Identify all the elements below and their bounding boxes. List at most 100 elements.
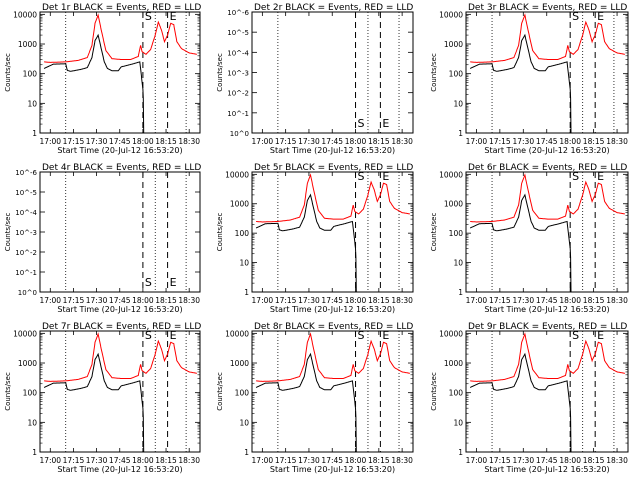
x-axis-label: Start Time (20-Jul-12 16:53:20) <box>270 146 395 155</box>
events-series-line <box>469 33 572 134</box>
start-marker-label: S <box>358 170 365 183</box>
plot-frame <box>465 171 629 293</box>
y-axis-label: Counts/sec <box>216 53 224 92</box>
x-tick-label: 17:45 <box>536 137 558 146</box>
x-tick-label: 18:00 <box>345 456 367 465</box>
panel-title: Det 3r BLACK = Events, RED = LLD <box>468 3 627 13</box>
x-tick-label: 17:30 <box>298 137 320 146</box>
y-tick-label: 10^-5 <box>227 29 249 37</box>
start-marker-label: S <box>145 10 152 23</box>
y-tick-label: 1000 <box>230 359 249 368</box>
x-axis-label: Start Time (20-Jul-12 16:53:20) <box>270 465 395 474</box>
panel-title: Det 1r BLACK = Events, RED = LLD <box>42 3 201 13</box>
y-tick-label: 10^-4 <box>227 49 249 57</box>
y-tick-label: 100 <box>235 389 250 398</box>
x-tick-label: 18:00 <box>132 137 154 146</box>
lld-series-line <box>256 173 410 223</box>
y-tick-label: 10 <box>27 99 37 108</box>
x-tick-label: 17:30 <box>512 137 534 146</box>
y-tick-label: 10000 <box>439 170 463 179</box>
start-marker-label: S <box>572 329 579 342</box>
x-tick-label: 18:30 <box>606 456 628 465</box>
y-tick-label: 100 <box>449 229 464 238</box>
y-tick-label: 100 <box>23 70 38 79</box>
y-tick-label: 1 <box>458 448 463 457</box>
y-tick-label: 10^-2 <box>15 249 37 257</box>
y-tick-label: 10 <box>453 418 463 427</box>
panel-title: Det 8r BLACK = Events, RED = LLD <box>254 322 413 332</box>
end-marker-label: E <box>382 117 389 130</box>
x-tick-label: 17:30 <box>298 296 320 305</box>
x-tick-label: 17:15 <box>275 137 297 146</box>
y-tick-label: 1 <box>458 288 463 297</box>
lld-series-line <box>470 13 626 63</box>
panel-title: Det 4r BLACK = Events, RED = LLD <box>42 163 201 173</box>
x-tick-label: 18:30 <box>606 137 628 146</box>
x-tick-label: 17:00 <box>252 296 274 305</box>
x-tick-label: 18:30 <box>391 296 413 305</box>
x-tick-label: 17:30 <box>86 296 108 305</box>
x-tick-label: 18:15 <box>155 137 177 146</box>
panel-det-2: Det 2r BLACK = Events, RED = LLD Counts/s… <box>216 3 414 155</box>
x-axis-label: Start Time (20-Jul-12 16:53:20) <box>57 305 182 314</box>
end-marker-label: E <box>597 329 604 342</box>
end-marker-label: E <box>597 170 604 183</box>
x-tick-label: 18:00 <box>132 456 154 465</box>
panel-det-5: Det 5r BLACK = Events, RED = LLD Counts/s… <box>216 163 414 314</box>
panel-det-9: Det 9r BLACK = Events, RED = LLD Counts/s… <box>430 322 629 474</box>
y-tick-label: 10000 <box>439 329 463 338</box>
x-tick-label: 17:00 <box>466 137 488 146</box>
y-tick-label: 1 <box>32 448 37 457</box>
start-marker-label: S <box>572 170 579 183</box>
lld-series-line <box>470 173 625 223</box>
lld-series-line <box>44 13 198 63</box>
x-tick-label: 17:45 <box>321 456 343 465</box>
x-tick-label: 18:30 <box>391 137 413 146</box>
start-marker-label: S <box>145 329 152 342</box>
y-tick-label: 10^-5 <box>15 189 37 197</box>
plot-frame <box>251 330 414 453</box>
x-tick-label: 17:45 <box>536 296 558 305</box>
y-tick-label: 10^-4 <box>15 209 37 217</box>
y-tick-label: 10000 <box>13 329 37 338</box>
end-marker-label: E <box>597 10 604 23</box>
x-tick-label: 18:00 <box>559 296 581 305</box>
y-tick-label: 1 <box>458 129 463 138</box>
lld-series-line <box>256 332 411 382</box>
y-tick-label: 10^-3 <box>227 70 249 78</box>
y-tick-label: 10^-3 <box>15 229 37 237</box>
events-series-line <box>255 352 357 453</box>
plot-frame <box>465 11 629 134</box>
x-tick-label: 17:15 <box>63 456 85 465</box>
plot-frame <box>39 11 201 134</box>
x-axis-label: Start Time (20-Jul-12 16:53:20) <box>484 305 609 314</box>
y-axis-label: Counts/sec <box>430 372 438 411</box>
x-tick-label: 17:00 <box>39 137 61 146</box>
x-tick-label: 17:30 <box>86 137 108 146</box>
end-marker-label: E <box>382 329 389 342</box>
x-tick-label: 18:15 <box>368 137 390 146</box>
y-tick-label: 100 <box>449 70 464 79</box>
x-tick-label: 17:15 <box>489 456 511 465</box>
panel-det-8: Det 8r BLACK = Events, RED = LLD Counts/s… <box>216 322 414 474</box>
x-tick-label: 18:00 <box>345 296 367 305</box>
x-axis-label: Start Time (20-Jul-12 16:53:20) <box>57 146 182 155</box>
y-tick-label: 10 <box>453 259 463 268</box>
y-axis-label: Counts/sec <box>216 372 224 411</box>
x-tick-label: 18:30 <box>178 456 200 465</box>
y-tick-label: 100 <box>449 389 464 398</box>
y-tick-label: 1000 <box>444 359 463 368</box>
x-tick-label: 17:15 <box>489 137 511 146</box>
x-tick-label: 18:00 <box>559 456 581 465</box>
x-tick-label: 17:45 <box>321 296 343 305</box>
x-tick-label: 18:30 <box>391 456 413 465</box>
x-tick-label: 17:45 <box>321 137 343 146</box>
y-tick-label: 10 <box>239 259 249 268</box>
y-axis-label: Counts/sec <box>430 213 438 252</box>
x-axis-label: Start Time (20-Jul-12 16:53:20) <box>484 465 609 474</box>
panel-det-3: Det 3r BLACK = Events, RED = LLD Counts/s… <box>430 3 629 155</box>
events-series-line <box>43 33 145 134</box>
x-tick-label: 17:30 <box>512 456 534 465</box>
y-tick-label: 10^0 <box>18 289 37 297</box>
y-tick-label: 10^-1 <box>227 110 249 118</box>
